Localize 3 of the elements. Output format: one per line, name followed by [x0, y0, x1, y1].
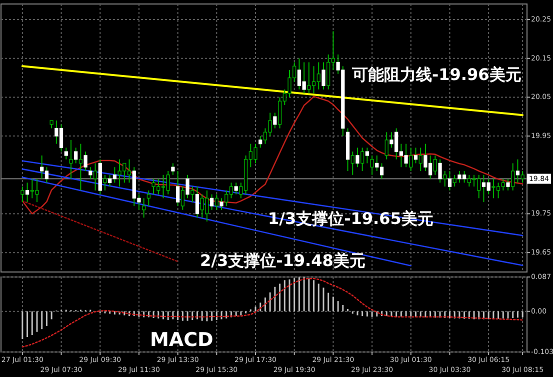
annotation: 2/3支撑位-19.48美元: [200, 251, 366, 270]
annotation: MACD: [150, 329, 214, 351]
annotation: 可能阻力线-19.96美元: [351, 65, 522, 84]
